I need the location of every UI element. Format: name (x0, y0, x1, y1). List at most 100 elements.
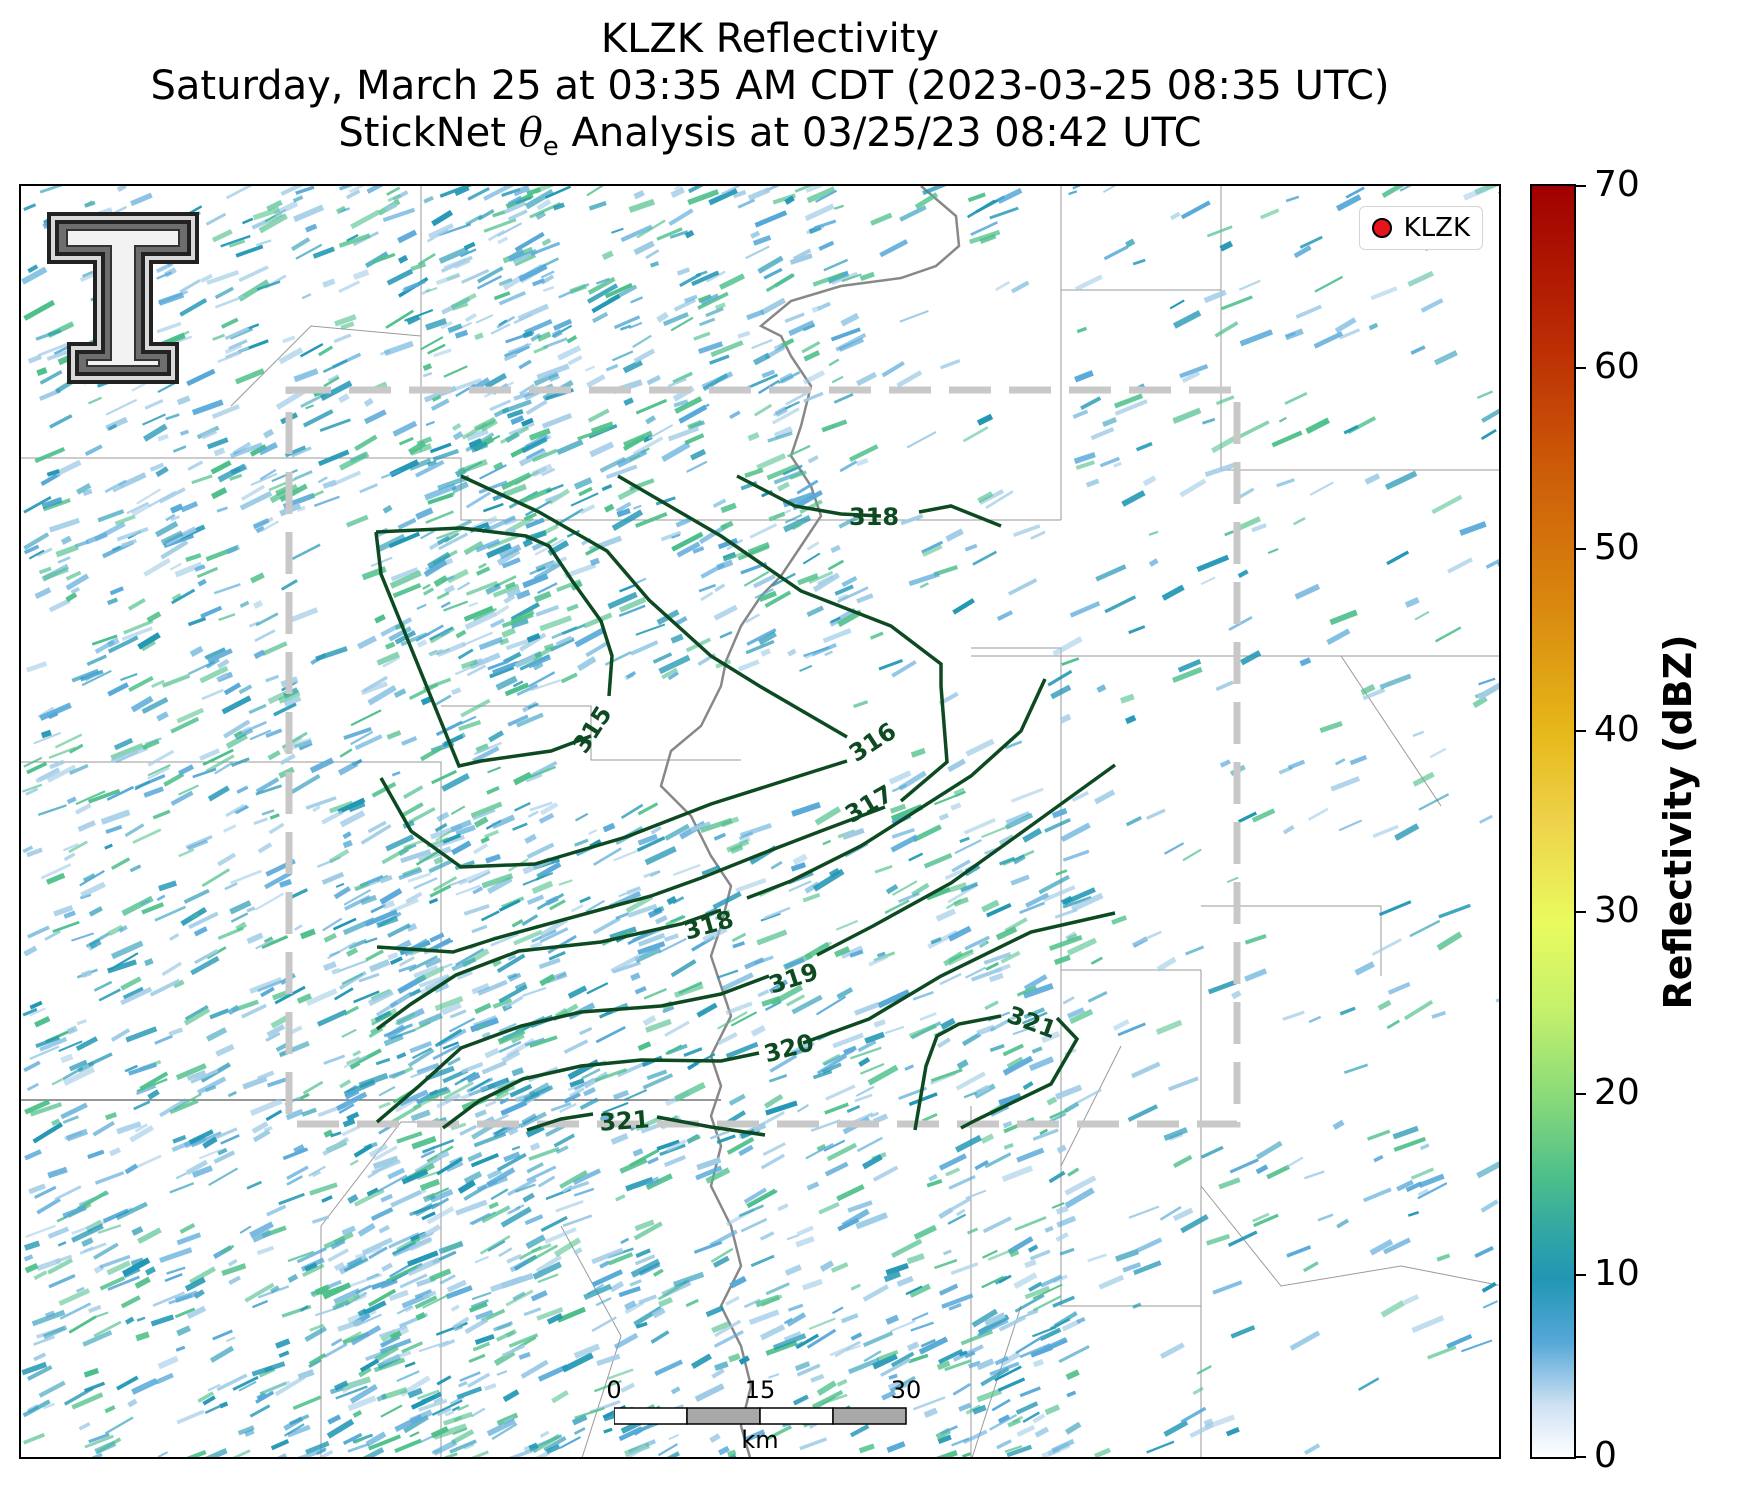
reflectivity-echo (460, 268, 490, 284)
reflectivity-echo (717, 1032, 738, 1046)
reflectivity-echo (1003, 1142, 1014, 1150)
reflectivity-echo (408, 457, 432, 471)
reflectivity-echo (104, 1416, 134, 1435)
reflectivity-echo (285, 1108, 304, 1121)
reflectivity-echo (994, 1365, 1022, 1382)
reflectivity-echo (1360, 683, 1376, 696)
reflectivity-echo (311, 1215, 330, 1224)
reflectivity-echo (599, 1260, 610, 1269)
reflectivity-echo (323, 1342, 348, 1358)
reflectivity-echo (511, 248, 538, 264)
reflectivity-echo (1224, 530, 1234, 537)
reflectivity-echo (486, 542, 512, 559)
reflectivity-echo (227, 1449, 251, 1457)
reflectivity-echo (777, 481, 790, 492)
reflectivity-echo (451, 1405, 461, 1412)
map-canvas: 315 316 317 318 318 319 320 321 321 (21, 186, 1499, 1457)
reflectivity-echo (535, 1254, 563, 1274)
reflectivity-echo (450, 1304, 460, 1312)
reflectivity-echo (361, 1237, 393, 1255)
reflectivity-echo (940, 1425, 958, 1435)
reflectivity-echo (745, 639, 775, 655)
reflectivity-echo (252, 206, 281, 221)
reflectivity-echo (786, 1312, 807, 1327)
reflectivity-echo (341, 1028, 357, 1038)
reflectivity-echo (24, 1262, 39, 1274)
reflectivity-echo (58, 1040, 83, 1053)
reflectivity-echo (1394, 823, 1420, 841)
reflectivity-echo (812, 1069, 833, 1080)
reflectivity-echo (524, 188, 555, 210)
reflectivity-echo (493, 461, 504, 471)
reflectivity-echo (784, 312, 805, 323)
reflectivity-echo (831, 271, 858, 285)
reflectivity-echo (1308, 1015, 1322, 1024)
reflectivity-echo (699, 317, 716, 327)
reflectivity-echo (607, 1368, 634, 1380)
reflectivity-echo (503, 483, 527, 498)
reflectivity-echo (879, 239, 909, 258)
contour-318-a (736, 474, 882, 518)
reflectivity-echo (332, 917, 357, 931)
reflectivity-echo (526, 633, 541, 643)
reflectivity-echo (140, 899, 150, 906)
reflectivity-echo (720, 186, 741, 195)
reflectivity-echo (1230, 1325, 1256, 1339)
reflectivity-echo (51, 1078, 63, 1086)
reflectivity-echo (387, 1167, 406, 1180)
reflectivity-echo (1069, 1008, 1094, 1025)
reflectivity-echo (768, 1074, 788, 1083)
reflectivity-echo (743, 1187, 767, 1204)
reflectivity-echo (93, 980, 113, 992)
reflectivity-echo (444, 1410, 454, 1417)
reflectivity-echo (531, 880, 554, 895)
reflectivity-echo (628, 321, 643, 330)
reflectivity-echo (941, 1293, 974, 1309)
reflectivity-echo (738, 1204, 764, 1218)
radar-map[interactable]: 315 316 317 318 318 319 320 321 321 KLZK (19, 184, 1501, 1459)
reflectivity-echo (216, 852, 237, 867)
reflectivity-echo (366, 1187, 379, 1197)
reflectivity-echo (637, 941, 666, 956)
reflectivity-echo (175, 1449, 207, 1457)
reflectivity-echo (1203, 289, 1227, 304)
reflectivity-echo (1180, 200, 1211, 220)
reflectivity-echo (204, 647, 226, 660)
reflectivity-echo (470, 801, 503, 819)
reflectivity-echo (989, 1043, 1005, 1053)
reflectivity-echo (1339, 1006, 1356, 1016)
reflectivity-echo (317, 1449, 334, 1457)
colorbar-tick-mark (1576, 729, 1586, 732)
reflectivity-echo (811, 305, 821, 313)
reflectivity-echo (342, 1432, 363, 1445)
reflectivity-echo (94, 1171, 125, 1185)
reflectivity-echo (322, 278, 336, 288)
reflectivity-echo (323, 376, 340, 388)
reflectivity-echo (200, 428, 218, 440)
reflectivity-echo (88, 1304, 102, 1314)
reflectivity-echo (479, 464, 507, 480)
reflectivity-echo (1362, 687, 1386, 701)
reflectivity-echo (977, 1319, 1009, 1337)
reflectivity-echo (121, 538, 138, 548)
reflectivity-echo (429, 648, 444, 657)
reflectivity-echo (473, 816, 489, 828)
reflectivity-echo (585, 640, 611, 658)
reflectivity-echo (619, 583, 636, 593)
reflectivity-echo (1023, 1007, 1046, 1020)
reflectivity-echo (587, 408, 610, 423)
reflectivity-echo (1225, 1426, 1240, 1437)
reflectivity-echo (885, 1314, 900, 1325)
reflectivity-echo (671, 533, 681, 539)
reflectivity-echo (228, 1275, 241, 1285)
reflectivity-echo (769, 1054, 798, 1073)
reflectivity-echo (616, 1060, 648, 1078)
reflectivity-echo (744, 467, 764, 478)
reflectivity-echo (537, 1364, 569, 1382)
reflectivity-echo (712, 1255, 730, 1268)
reflectivity-echo (239, 490, 273, 511)
reflectivity-echo (172, 1134, 187, 1144)
reflectivity-echo (645, 249, 660, 260)
reflectivity-echo (224, 882, 238, 891)
reflectivity-echo (645, 1018, 672, 1033)
